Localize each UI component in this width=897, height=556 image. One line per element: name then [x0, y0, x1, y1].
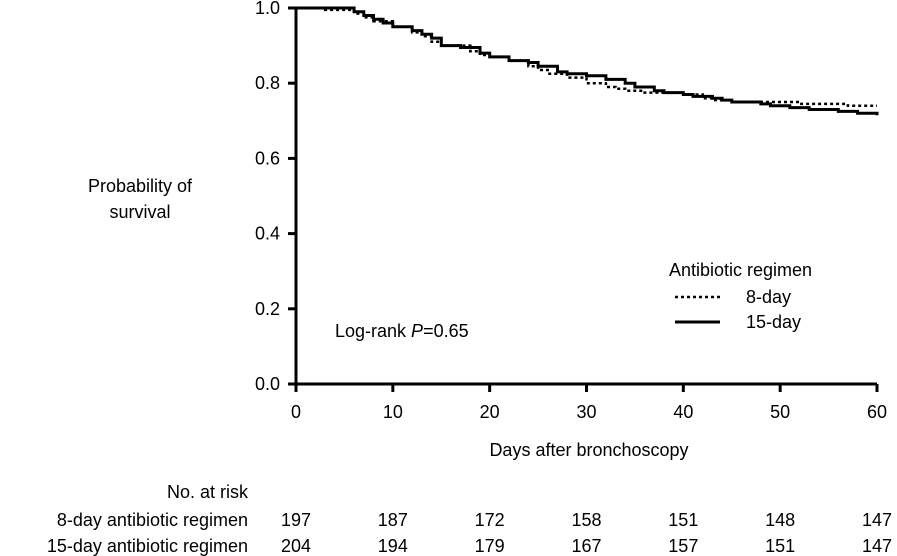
- legend-label-15-day: 15-day: [746, 312, 801, 332]
- x-axis-title: Days after bronchoscopy: [489, 440, 688, 460]
- x-tick-label: 20: [480, 402, 500, 422]
- risk-count: 151: [765, 536, 795, 556]
- logrank-prefix: Log-rank: [335, 321, 411, 341]
- risk-count: 167: [571, 536, 601, 556]
- y-axis-title-line-2: survival: [109, 202, 170, 222]
- y-tick-label: 0.2: [255, 299, 280, 319]
- logrank-value: =0.65: [423, 321, 469, 341]
- legend-label-8-day: 8-day: [746, 287, 791, 307]
- risk-row-label-8-day: 8-day antibiotic regimen: [57, 510, 248, 530]
- x-tick-label: 40: [673, 402, 693, 422]
- y-tick-label: 0.8: [255, 73, 280, 93]
- risk-count: 197: [281, 510, 311, 530]
- risk-count: 172: [475, 510, 505, 530]
- x-tick-label: 10: [383, 402, 403, 422]
- survival-curves: [296, 6, 879, 116]
- risk-row-15-day: 204 194 179 167 157 151 147: [281, 536, 892, 556]
- logrank-annotation: Log-rank P=0.65: [335, 321, 469, 341]
- risk-count: 147: [862, 510, 892, 530]
- risk-row-label-15-day: 15-day antibiotic regimen: [47, 536, 248, 556]
- x-tick-label: 0: [291, 402, 301, 422]
- risk-count: 179: [475, 536, 505, 556]
- risk-count: 158: [571, 510, 601, 530]
- risk-count: 147: [862, 536, 892, 556]
- x-tick-label: 60: [867, 402, 887, 422]
- risk-row-8-day: 197 187 172 158 151 148 147: [281, 510, 892, 530]
- y-tick-label: 0.4: [255, 224, 280, 244]
- risk-count: 204: [281, 536, 311, 556]
- y-tick-label: 0.6: [255, 148, 280, 168]
- x-tick-label: 30: [576, 402, 596, 422]
- y-axis-title-line-1: Probability of: [88, 176, 193, 196]
- risk-table: No. at risk 8-day antibiotic regimen 15-…: [47, 482, 892, 556]
- y-ticks: 0.0 0.2 0.4 0.6 0.8 1.0: [255, 0, 296, 394]
- logrank-p: P: [411, 321, 423, 341]
- y-tick-label: 0.0: [255, 374, 280, 394]
- x-ticks: 0 10 20 30 40 50 60: [291, 384, 887, 422]
- risk-count: 157: [668, 536, 698, 556]
- x-tick-label: 50: [770, 402, 790, 422]
- risk-count: 194: [378, 536, 408, 556]
- risk-table-header: No. at risk: [167, 482, 249, 502]
- y-tick-label: 1.0: [255, 0, 280, 18]
- risk-count: 148: [765, 510, 795, 530]
- risk-count: 187: [378, 510, 408, 530]
- legend: Antibiotic regimen 8-day 15-day: [669, 260, 812, 332]
- curve-15-day: [296, 6, 879, 116]
- legend-title: Antibiotic regimen: [669, 260, 812, 280]
- risk-count: 151: [668, 510, 698, 530]
